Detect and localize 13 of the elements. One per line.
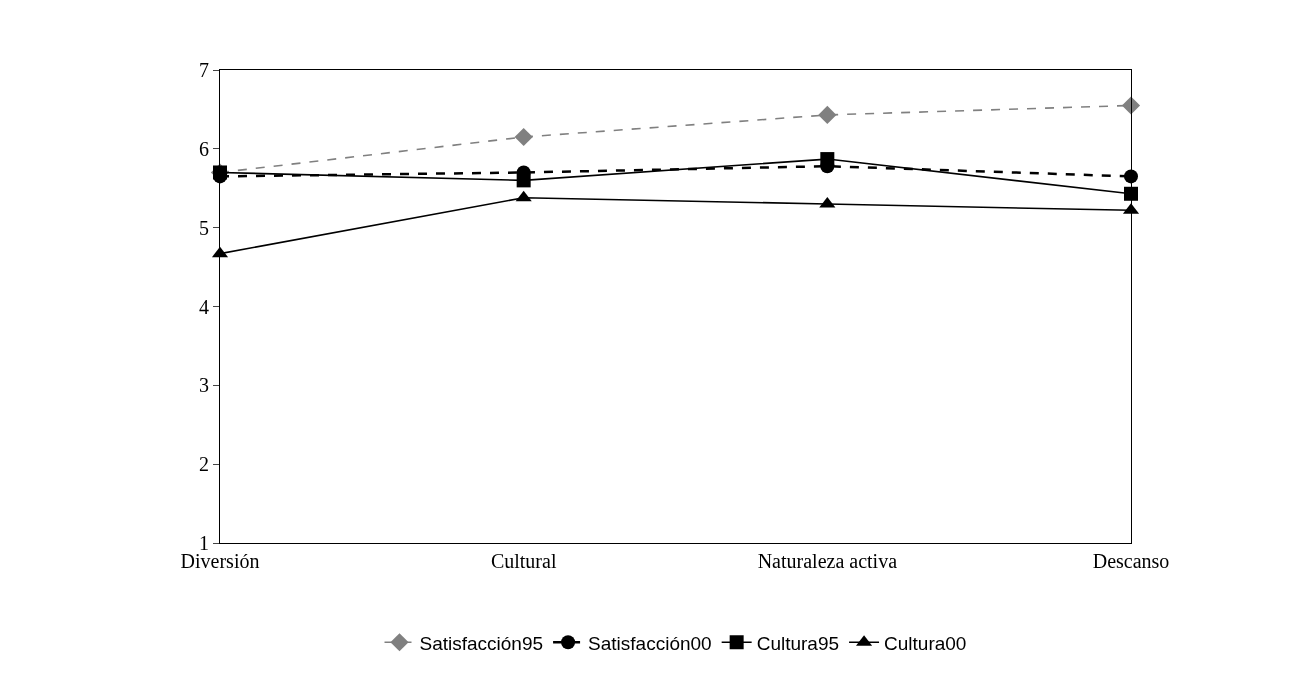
x-tick-label: Cultural xyxy=(490,550,557,572)
legend-label: Satisfacción95 xyxy=(419,632,544,654)
y-tick-label: 2 xyxy=(199,453,209,476)
legend-label: Satisfacción00 xyxy=(588,632,712,654)
y-tick-label: 6 xyxy=(199,137,209,160)
x-tick-label: Descanso xyxy=(1092,550,1170,572)
x-tick-label: Naturaleza activa xyxy=(757,550,898,572)
legend-label: Cultura00 xyxy=(884,632,967,654)
y-tick-label: 3 xyxy=(199,374,209,397)
y-tick-label: 7 xyxy=(199,59,209,81)
legend-label: Cultura95 xyxy=(756,632,840,654)
y-tick-label: 5 xyxy=(199,216,209,239)
y-tick-label: 4 xyxy=(199,295,209,318)
